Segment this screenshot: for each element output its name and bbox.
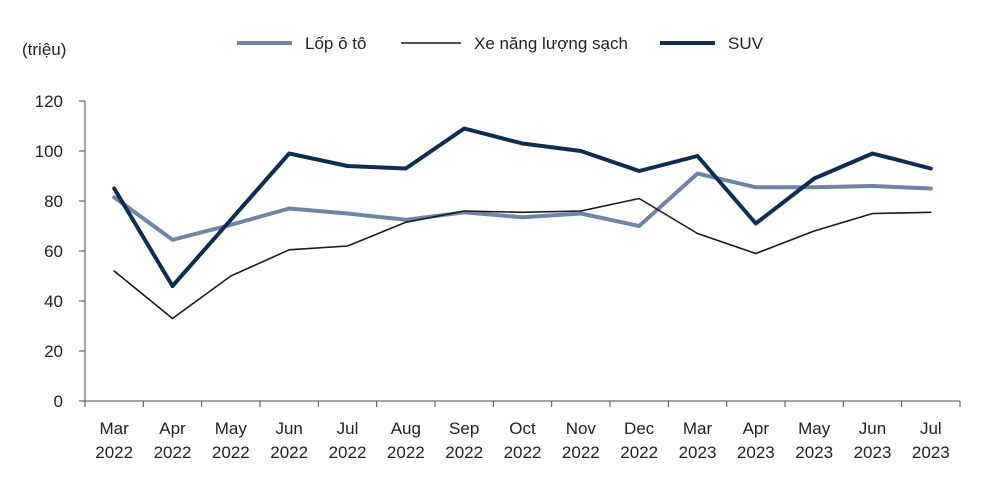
x-tick-label-month: Jul [920, 419, 942, 438]
series-line-3 [112, 126, 933, 288]
x-tick-label-month: Nov [566, 419, 597, 438]
x-tick-label-year: 2023 [737, 443, 775, 462]
x-tick-label-month: Dec [624, 419, 655, 438]
x-tick-label-year: 2023 [854, 443, 892, 462]
legend: Lốp ô tô Xe năng lượng sạch SUV [237, 34, 764, 53]
x-tick-label-month: May [215, 419, 248, 438]
y-unit-label: (triệu) [22, 40, 66, 59]
y-tick-label: 0 [54, 392, 63, 411]
x-tick-label-month: May [798, 419, 831, 438]
legend-label: SUV [728, 34, 764, 53]
x-tick-label-year: 2022 [387, 443, 425, 462]
x-tick-label-month: Apr [159, 419, 186, 438]
y-tick-label: 120 [35, 92, 63, 111]
x-axis-ticks: Mar 2022 Apr 2022 May 2022 Jun 2022 Jul 2022 Aug 20… [84, 401, 961, 462]
series-line-1 [112, 171, 933, 242]
x-tick-label-year: 2022 [154, 443, 192, 462]
y-tick-label: 60 [44, 242, 63, 261]
x-tick-label-year: 2022 [270, 443, 308, 462]
x-tick-label-year: 2022 [95, 443, 133, 462]
y-tick-label: 100 [35, 142, 63, 161]
y-tick-label: 20 [44, 342, 63, 361]
x-tick-label-month: Mar [100, 419, 130, 438]
x-tick-label-year: 2022 [329, 443, 367, 462]
y-tick-label: 40 [44, 292, 63, 311]
x-tick-label-year: 2023 [679, 443, 717, 462]
x-tick-label-year: 2022 [504, 443, 542, 462]
x-tick-label-month: Jun [275, 419, 302, 438]
x-tick-label-year: 2022 [620, 443, 658, 462]
series-lines [112, 126, 933, 320]
x-tick-label-year: 2023 [912, 443, 950, 462]
x-tick-label-month: Oct [509, 419, 536, 438]
x-tick-label-year: 2022 [562, 443, 600, 462]
legend-label: Xe năng lượng sạch [474, 34, 628, 53]
y-axis-ticks: 0 20 40 60 80 100 120 [35, 92, 85, 411]
x-tick-label-month: Apr [743, 419, 770, 438]
x-tick-label-month: Mar [683, 419, 713, 438]
series-line-2 [113, 197, 932, 320]
x-tick-label-month: Aug [391, 419, 421, 438]
x-tick-label-year: 2023 [795, 443, 833, 462]
legend-label: Lốp ô tô [305, 34, 366, 53]
y-tick-label: 80 [44, 192, 63, 211]
x-tick-label-year: 2022 [212, 443, 250, 462]
x-tick-label-month: Sep [449, 419, 479, 438]
x-tick-label-year: 2022 [445, 443, 483, 462]
x-tick-label-month: Jul [337, 419, 359, 438]
x-tick-label-month: Jun [859, 419, 886, 438]
